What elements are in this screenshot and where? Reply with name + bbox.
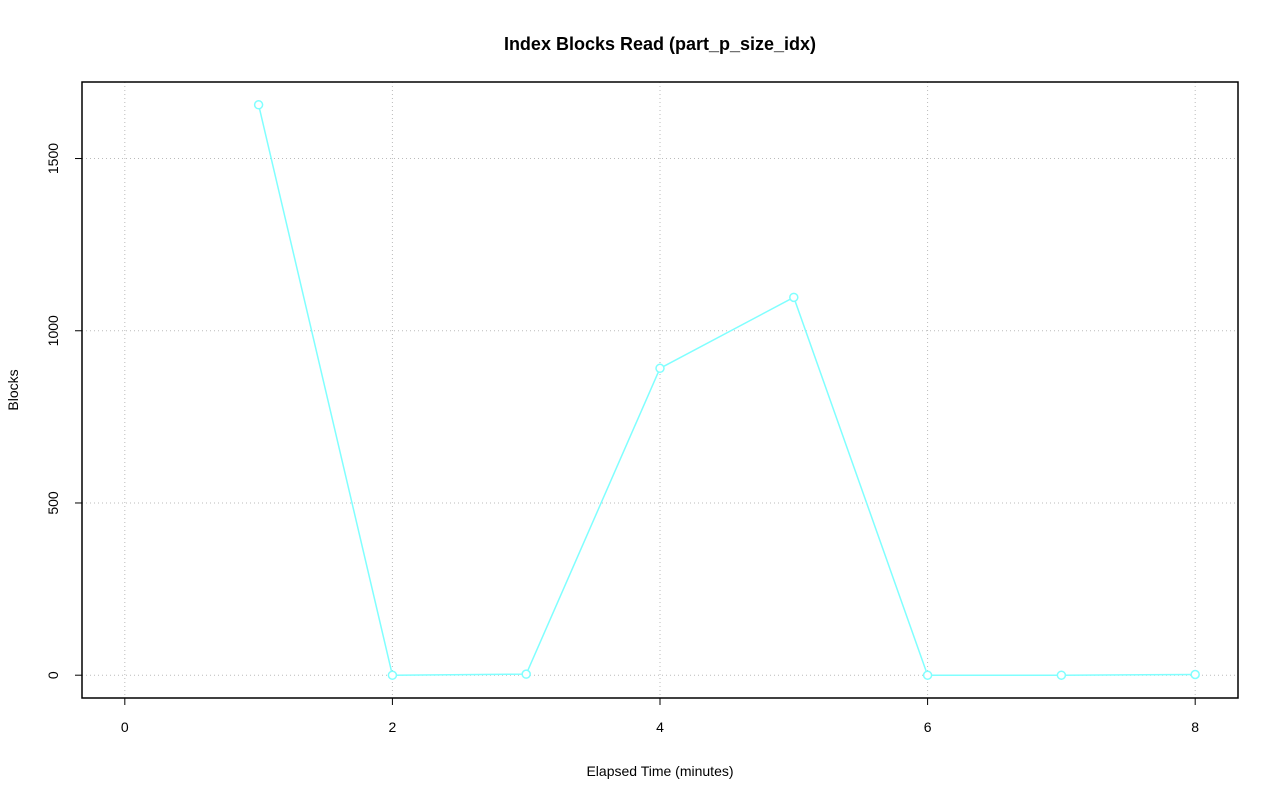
x-tick-label: 4: [656, 719, 664, 735]
point: [387, 670, 398, 680]
series-line: [257, 104, 1196, 676]
point: [655, 363, 665, 374]
point: [922, 670, 933, 680]
x-tick-label: 6: [924, 719, 932, 735]
x-tick-label: 0: [121, 719, 129, 735]
point: [1056, 670, 1067, 680]
x-tick-label: 8: [1191, 719, 1199, 735]
chart-title: Index Blocks Read (part_p_size_idx): [504, 34, 816, 54]
y-tick-label: 0: [45, 671, 61, 679]
x-tick-label: 2: [389, 719, 397, 735]
x-axis-label: Elapsed Time (minutes): [586, 763, 733, 779]
point: [253, 100, 264, 110]
y-tick-label: 500: [45, 491, 61, 515]
y-tick-label: 1500: [45, 143, 61, 174]
y-tick-label: 1000: [45, 315, 61, 346]
plot-frame: [81, 81, 1239, 699]
point: [789, 292, 799, 303]
point: [1190, 669, 1200, 680]
y-axis-label: Blocks: [5, 369, 21, 410]
point: [521, 669, 531, 679]
